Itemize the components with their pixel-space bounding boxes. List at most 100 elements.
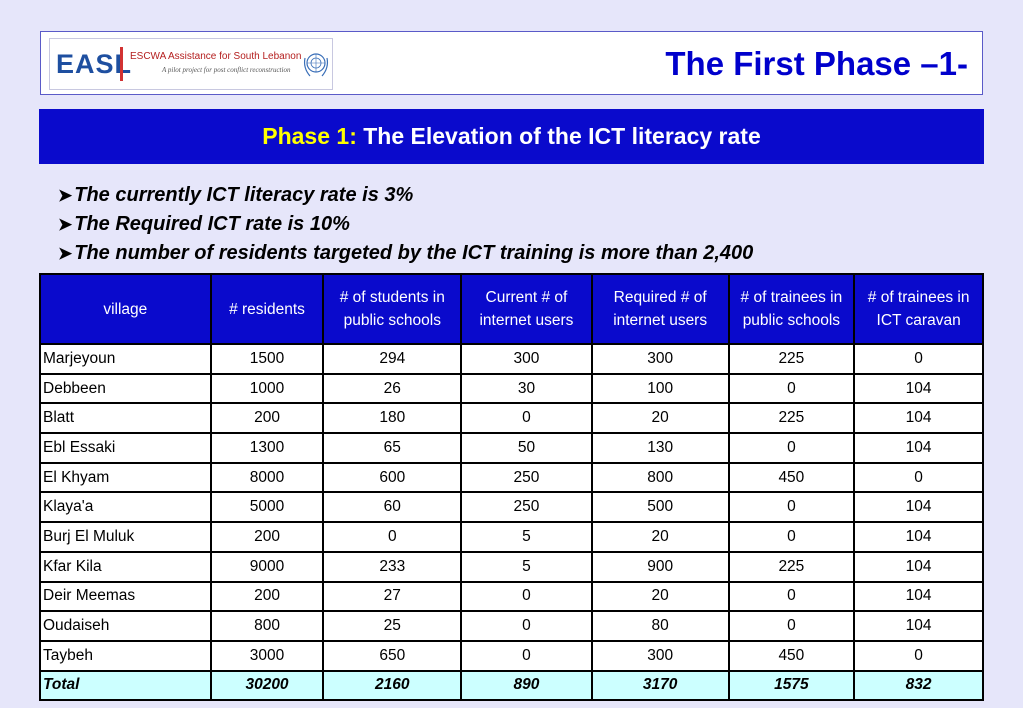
village-name-cell: Ebl Essaki bbox=[39, 432, 212, 464]
table-row: Marjeyoun 1500 294 300 300 225 0 bbox=[39, 343, 984, 375]
table-cell: 225 bbox=[727, 402, 856, 435]
table-cell: 26 bbox=[322, 372, 463, 405]
village-name-cell: Burj El Muluk bbox=[39, 521, 212, 553]
table-cell: 0 bbox=[727, 432, 856, 464]
table-cell: 0 bbox=[727, 491, 856, 524]
table-cell: 225 bbox=[727, 550, 856, 583]
bullet-text: The number of residents targeted by the … bbox=[74, 242, 754, 264]
logo-divider bbox=[120, 47, 123, 81]
table-row: Kfar Kila 9000 233 5 900 225 104 bbox=[39, 550, 984, 583]
village-name-cell: Debbeen bbox=[39, 372, 212, 405]
table-cell: 890 bbox=[460, 669, 593, 702]
arrowhead-bullet-icon: ➤ bbox=[58, 215, 73, 234]
column-header: # of students in public schools bbox=[322, 273, 463, 345]
arrowhead-bullet-icon: ➤ bbox=[58, 244, 73, 263]
village-name-cell: Kfar Kila bbox=[39, 550, 212, 583]
column-header: # of trainees in public schools bbox=[727, 273, 856, 345]
table-cell: 0 bbox=[460, 580, 593, 613]
table-cell: 104 bbox=[853, 550, 984, 583]
phase-text: The Elevation of the ICT literacy rate bbox=[356, 123, 761, 149]
table-row: Taybeh 3000 650 0 300 450 0 bbox=[39, 639, 984, 672]
table-cell: 200 bbox=[209, 402, 325, 435]
table-cell: 104 bbox=[853, 372, 984, 405]
village-name-cell: El Khyam bbox=[39, 461, 212, 494]
table-cell: 832 bbox=[853, 669, 984, 702]
table-cell: 20 bbox=[590, 521, 730, 553]
table-row: El Khyam 8000 600 250 800 450 0 bbox=[39, 461, 984, 494]
table-cell: 65 bbox=[322, 432, 463, 464]
column-header: # residents bbox=[209, 273, 325, 345]
page-title: The First Phase –1- bbox=[665, 45, 968, 82]
village-name-cell: Oudaiseh bbox=[39, 610, 212, 642]
table-cell: 1500 bbox=[209, 343, 325, 375]
table-cell: 800 bbox=[590, 461, 730, 494]
table-cell: 180 bbox=[322, 402, 463, 435]
table-cell: 200 bbox=[209, 521, 325, 553]
table-cell: 104 bbox=[853, 610, 984, 642]
table-cell: 0 bbox=[460, 610, 593, 642]
bullet-text: The Required ICT rate is 10% bbox=[74, 213, 350, 235]
village-name-cell: Klaya'a bbox=[39, 491, 212, 524]
table-cell: 50 bbox=[460, 432, 593, 464]
table-cell: 60 bbox=[322, 491, 463, 524]
table-body: Marjeyoun 1500 294 300 300 225 0 Debbeen 1000 26 3… bbox=[39, 343, 984, 702]
bullet-text: The currently ICT literacy rate is 3% bbox=[74, 184, 414, 206]
table-cell: 130 bbox=[590, 432, 730, 464]
table-cell: 104 bbox=[853, 521, 984, 553]
table-cell: 1000 bbox=[209, 372, 325, 405]
table-row: Klaya'a 5000 60 250 500 0 104 bbox=[39, 491, 984, 524]
table-cell: 250 bbox=[460, 491, 593, 524]
table-cell: 0 bbox=[727, 580, 856, 613]
table-cell: 0 bbox=[853, 461, 984, 494]
table-cell: 650 bbox=[322, 639, 463, 672]
easl-logo: EASL ESCWA Assistance for South Lebanon … bbox=[49, 38, 333, 90]
table-cell: 900 bbox=[590, 550, 730, 583]
table-cell: 30 bbox=[460, 372, 593, 405]
table-row: Oudaiseh 800 25 0 80 0 104 bbox=[39, 610, 984, 642]
column-header: Required # of internet users bbox=[590, 273, 730, 345]
table-cell: 2160 bbox=[322, 669, 463, 702]
village-name-cell: Blatt bbox=[39, 402, 212, 435]
column-header: Current # of internet users bbox=[460, 273, 593, 345]
table-cell: 294 bbox=[322, 343, 463, 375]
bullet-item: ➤ The currently ICT literacy rate is 3% bbox=[58, 181, 753, 210]
table-cell: 9000 bbox=[209, 550, 325, 583]
table-cell: 1300 bbox=[209, 432, 325, 464]
header-box: EASL ESCWA Assistance for South Lebanon … bbox=[40, 31, 983, 95]
table-cell: 20 bbox=[590, 402, 730, 435]
logo-org-name: ESCWA Assistance for South Lebanon bbox=[130, 51, 302, 62]
column-header: village bbox=[39, 273, 212, 345]
un-emblem-icon bbox=[303, 53, 329, 77]
table-cell: 0 bbox=[853, 343, 984, 375]
logo-tagline: A pilot project for post conflict recons… bbox=[162, 66, 291, 74]
table-row: Debbeen 1000 26 30 100 0 104 bbox=[39, 372, 984, 405]
village-name-cell: Total bbox=[39, 669, 212, 702]
table-cell: 500 bbox=[590, 491, 730, 524]
table-cell: 104 bbox=[853, 402, 984, 435]
table-row: Blatt 200 180 0 20 225 104 bbox=[39, 402, 984, 435]
table-cell: 80 bbox=[590, 610, 730, 642]
table-cell: 25 bbox=[322, 610, 463, 642]
table-cell: 104 bbox=[853, 491, 984, 524]
table-cell: 0 bbox=[322, 521, 463, 553]
table-cell: 5000 bbox=[209, 491, 325, 524]
table-cell: 0 bbox=[460, 639, 593, 672]
table-cell: 3000 bbox=[209, 639, 325, 672]
table-cell: 30200 bbox=[209, 669, 325, 702]
table-header-row: village # residents # of students in pub… bbox=[39, 273, 984, 345]
table-cell: 0 bbox=[727, 610, 856, 642]
table-cell: 3170 bbox=[590, 669, 730, 702]
table-cell: 225 bbox=[727, 343, 856, 375]
table-cell: 0 bbox=[460, 402, 593, 435]
table-cell: 100 bbox=[590, 372, 730, 405]
table-cell: 450 bbox=[727, 461, 856, 494]
phase-label: Phase 1: bbox=[262, 123, 357, 149]
table-cell: 8000 bbox=[209, 461, 325, 494]
table-cell: 27 bbox=[322, 580, 463, 613]
table-cell: 800 bbox=[209, 610, 325, 642]
table-cell: 600 bbox=[322, 461, 463, 494]
table-cell: 0 bbox=[727, 521, 856, 553]
village-data-table: village # residents # of students in pub… bbox=[39, 273, 984, 702]
total-row: Total 30200 2160 890 3170 1575 832 bbox=[39, 669, 984, 702]
table-cell: 300 bbox=[460, 343, 593, 375]
